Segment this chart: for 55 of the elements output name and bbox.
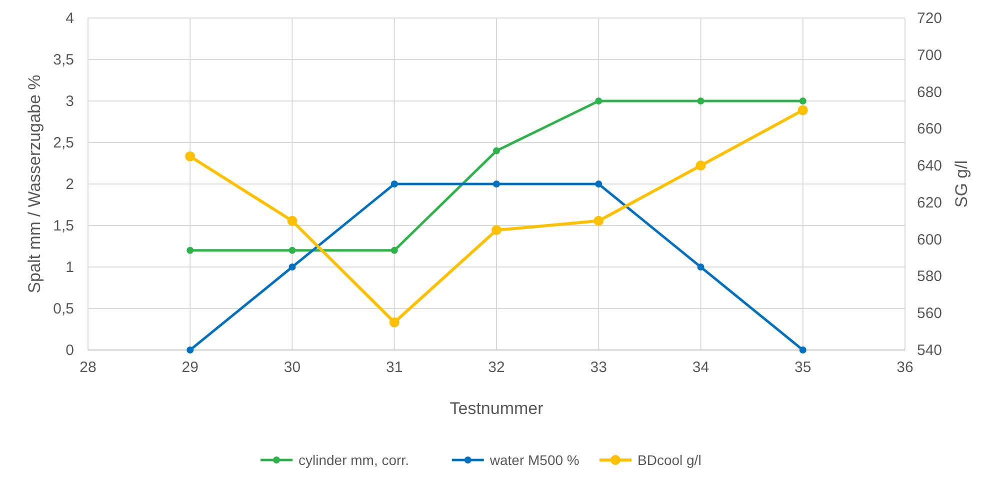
y2-tick-label: 540	[917, 342, 942, 359]
point	[389, 317, 400, 328]
y2-tick-label: 680	[917, 84, 942, 101]
point	[287, 216, 298, 226]
y2-tick-label: 640	[917, 158, 942, 175]
point	[288, 246, 296, 254]
y-tick-label: 4	[66, 10, 74, 27]
point	[594, 216, 604, 226]
legend-label: BDcool g/l	[638, 452, 702, 468]
y2-tick-label: 600	[917, 231, 942, 248]
x-tick-label: 31	[386, 359, 403, 376]
y-tick-label: 3,5	[53, 52, 74, 68]
point	[696, 160, 706, 171]
y-tick-label: 2,5	[53, 134, 74, 152]
point	[799, 346, 806, 354]
y2-tick-label: 660	[917, 120, 942, 138]
y-tick-label: 0,5	[53, 300, 74, 318]
x-tick-label: 34	[692, 359, 710, 376]
point	[595, 180, 602, 188]
point	[492, 225, 502, 236]
y-tick-label: 3	[66, 93, 74, 110]
x-tick-label: 32	[488, 359, 505, 376]
x-axis-title: Testnummer	[450, 399, 544, 418]
point	[697, 264, 704, 270]
x-tick-label: 28	[80, 359, 96, 376]
point	[493, 147, 500, 154]
point	[799, 98, 806, 104]
y-tick-label: 0	[66, 342, 74, 359]
x-tick-label: 36	[896, 359, 914, 376]
x-tick-label: 30	[284, 359, 301, 376]
point	[697, 98, 704, 104]
point	[798, 105, 808, 116]
y-axis-title: Spalt mm / Wasserzugabe %	[25, 74, 44, 294]
y-tick-label: 1,5	[53, 218, 74, 234]
x-tick-label: 29	[182, 359, 198, 376]
y2-tick-label: 620	[917, 194, 942, 212]
point	[185, 151, 196, 162]
point	[288, 264, 296, 270]
point	[186, 246, 194, 254]
y2-tick-label: 720	[917, 10, 942, 27]
legend-label: water M500 %	[488, 452, 580, 468]
x-tick-label: 35	[794, 359, 812, 376]
point	[595, 98, 602, 104]
y2-tick-label: 560	[917, 305, 942, 322]
point	[390, 180, 398, 188]
y2-tick-label: 580	[917, 268, 942, 286]
point	[186, 346, 194, 354]
y-tick-label: 1	[66, 259, 74, 276]
y-tick-label: 2	[66, 176, 74, 193]
y2-tick-label: 700	[917, 46, 942, 64]
point	[390, 246, 398, 254]
x-tick-label: 33	[590, 359, 607, 376]
y2-axis-title: SG g/l	[952, 160, 971, 208]
point	[493, 180, 500, 188]
legend-label: cylinder mm, corr.	[298, 452, 409, 468]
